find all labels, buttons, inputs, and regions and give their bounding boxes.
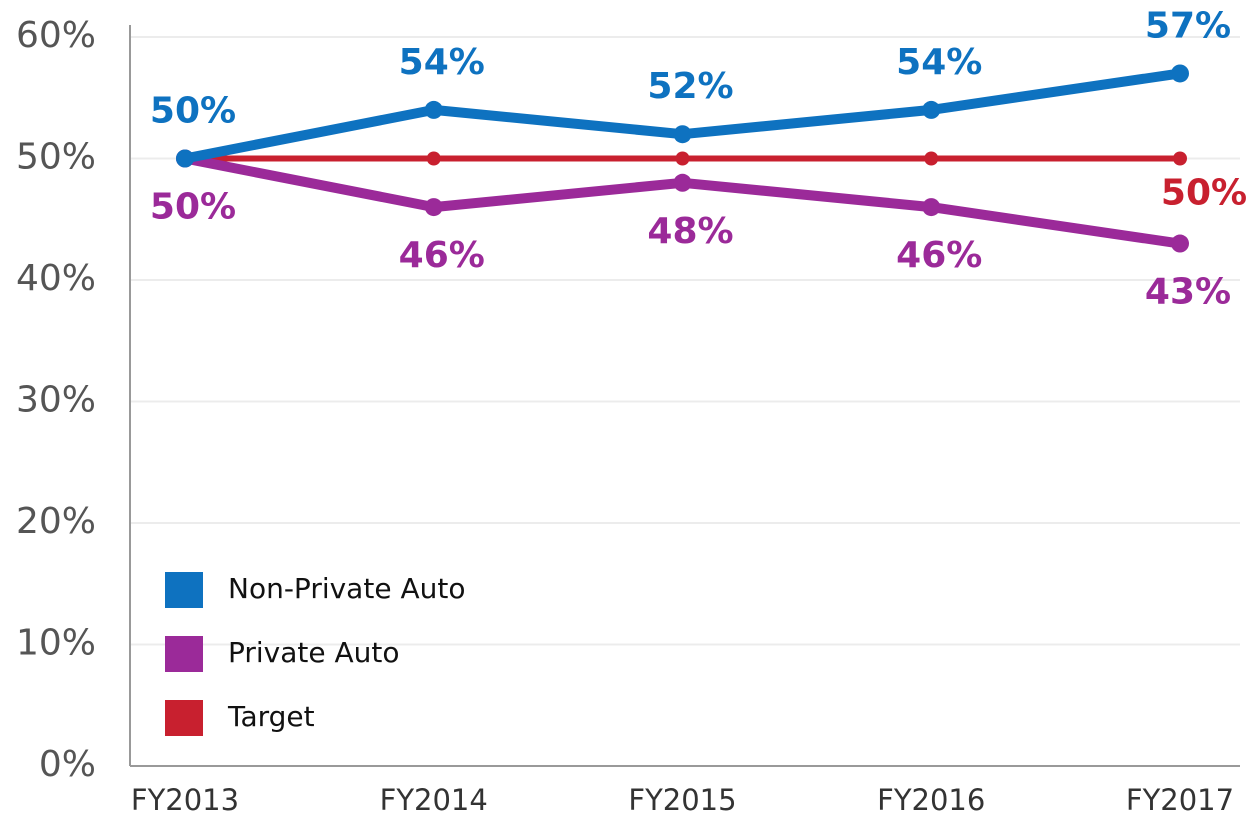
- data-label: 50%: [150, 91, 236, 132]
- data-label: 46%: [399, 235, 485, 276]
- y-tick-label: 40%: [16, 258, 96, 299]
- data-label: 43%: [1145, 272, 1231, 313]
- y-tick-label: 50%: [16, 137, 96, 178]
- data-label: 54%: [896, 42, 982, 83]
- y-tick-label: 10%: [16, 623, 96, 664]
- point: [1171, 64, 1189, 83]
- y-tick-label: 20%: [16, 501, 96, 542]
- x-tick-label: FY2016: [877, 783, 985, 817]
- x-tick-label: FY2017: [1126, 783, 1234, 817]
- point: [426, 151, 441, 166]
- data-label: 46%: [896, 235, 982, 276]
- legend-swatch: [165, 636, 203, 672]
- point: [1173, 151, 1187, 166]
- legend-label: Non-Private Auto: [228, 572, 465, 605]
- legend-label: Private Auto: [228, 636, 400, 669]
- data-label: 57%: [1145, 5, 1231, 46]
- data-label: 50%: [150, 187, 236, 228]
- legend-swatch: [165, 572, 203, 608]
- data-label: 52%: [647, 66, 733, 107]
- point: [424, 100, 443, 119]
- legend-label: Target: [227, 700, 315, 733]
- point: [424, 198, 443, 217]
- x-tick-label: FY2013: [131, 783, 239, 817]
- data-label: 54%: [399, 42, 485, 83]
- x-tick-label: FY2015: [628, 783, 736, 817]
- x-tick-label: FY2014: [380, 783, 488, 817]
- y-tick-label: 30%: [16, 380, 96, 421]
- point: [673, 125, 692, 144]
- point: [922, 198, 941, 217]
- point: [176, 149, 194, 168]
- point: [673, 173, 692, 192]
- point: [1171, 234, 1189, 253]
- y-tick-label: 60%: [16, 15, 96, 56]
- data-label: 48%: [647, 211, 733, 252]
- point: [675, 151, 690, 166]
- point: [924, 151, 939, 166]
- y-tick-label: 0%: [39, 744, 96, 785]
- legend-swatch: [165, 700, 203, 736]
- data-label: 50%: [1161, 173, 1247, 214]
- point: [922, 100, 941, 119]
